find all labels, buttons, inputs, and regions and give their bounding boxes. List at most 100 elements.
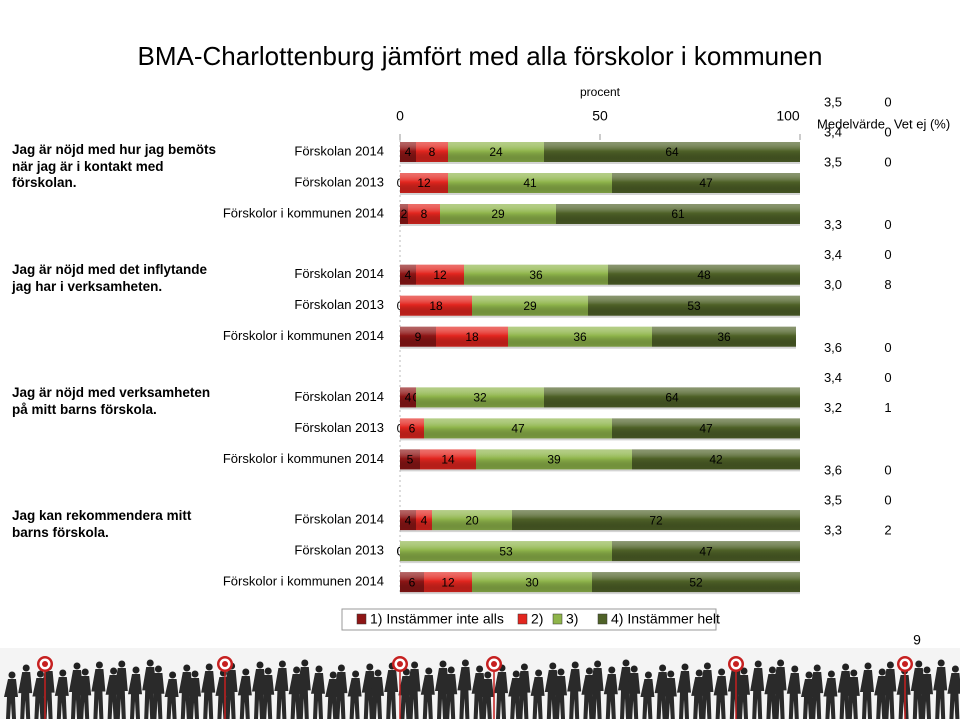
figure-body	[237, 676, 252, 719]
data-label: 24	[489, 145, 503, 159]
bar-segment-shine	[556, 204, 800, 224]
figure-body	[494, 672, 508, 719]
figure-head	[36, 670, 44, 678]
figure-head	[366, 663, 374, 671]
bar-segment-shine	[432, 510, 512, 531]
figure-head	[293, 666, 301, 674]
figure-head	[718, 668, 726, 676]
figure-body	[201, 671, 216, 719]
bar-segment-shine	[612, 418, 800, 439]
figure-head	[535, 669, 543, 677]
bar-segment-shine	[400, 418, 424, 439]
target	[902, 661, 908, 667]
mean-value: 3,5	[824, 94, 842, 109]
figure-head	[585, 667, 593, 675]
figure-head	[791, 665, 799, 673]
target	[491, 661, 497, 667]
figure-head	[557, 668, 565, 676]
figure-head	[644, 671, 652, 679]
target	[733, 661, 739, 667]
bar-segment-shine	[416, 510, 432, 531]
figure-head	[352, 670, 360, 678]
figure-body	[361, 671, 376, 719]
figure-body	[654, 672, 669, 719]
figure-head	[608, 666, 616, 674]
data-label: 20	[465, 513, 479, 527]
figure-body	[479, 679, 494, 719]
bar-segment-shine	[508, 326, 652, 347]
figure-body	[384, 670, 399, 719]
data-label: 8	[429, 145, 436, 159]
data-label: 32	[473, 391, 487, 405]
figure-body	[618, 667, 632, 719]
figure-body	[837, 671, 852, 719]
bar-segment-shine	[420, 449, 476, 470]
bar-segment-shine	[448, 173, 612, 193]
category-label: Förskolan 2013	[294, 297, 384, 312]
data-label: 30	[525, 575, 539, 589]
figure-head	[183, 664, 191, 672]
figure-body	[54, 677, 69, 719]
figure-body	[457, 667, 472, 719]
bar-segment-shine	[592, 572, 800, 593]
figure-body	[823, 678, 838, 719]
bar-segment-shine	[512, 510, 800, 531]
mean-value: 3,3	[824, 217, 842, 232]
figure-body	[347, 678, 362, 719]
bar-segment-shine	[612, 541, 800, 562]
figure-head	[73, 662, 81, 670]
footer-figures	[4, 656, 960, 719]
bar-segment-shine	[476, 449, 632, 470]
target	[42, 661, 48, 667]
bar-segment-shine	[472, 295, 588, 316]
legend-swatch	[356, 613, 367, 625]
figure-head	[132, 666, 140, 674]
category-label: Förskolan 2013	[294, 543, 384, 558]
figure-head	[337, 664, 345, 672]
bar-segment-shine	[400, 510, 416, 531]
figure-body	[69, 670, 83, 719]
bar-segment-shine	[400, 572, 424, 593]
unknown-value: 0	[884, 94, 891, 109]
figure-body	[223, 670, 238, 719]
legend-swatch	[517, 613, 528, 625]
figure-body	[860, 670, 874, 719]
figure-body	[553, 676, 567, 719]
legend-label: 1) Instämmer inte alls	[370, 611, 504, 627]
figure-body	[178, 672, 193, 719]
figure-body	[164, 679, 179, 719]
figure-body	[420, 675, 435, 719]
figure-head	[110, 667, 118, 675]
unknown-value: 2	[884, 523, 891, 538]
mean-value: 3,5	[824, 154, 842, 169]
figure-head	[439, 660, 447, 668]
figure-body	[274, 668, 289, 719]
figure-head	[476, 665, 484, 673]
target	[222, 661, 228, 667]
unknown-value: 0	[884, 217, 891, 232]
data-label: 12	[417, 176, 431, 190]
category-label: Förskolan 2013	[294, 174, 384, 189]
data-label: 36	[717, 330, 731, 344]
bar-segment-shine	[440, 204, 556, 224]
bar-segment-shine	[544, 142, 800, 162]
mean-value: 3,4	[824, 247, 842, 262]
mean-value: 3,6	[824, 340, 842, 355]
bar-segment-shine	[472, 572, 592, 593]
chart-title: BMA-Charlottenburg jämfört med alla förs…	[138, 41, 823, 71]
figure-head	[256, 661, 264, 669]
figure-head	[205, 663, 213, 671]
legend-box	[341, 608, 717, 631]
bar-segment-shine	[400, 387, 416, 408]
bar-segment-shine	[588, 295, 800, 316]
data-label: 42	[709, 453, 723, 467]
figure-body	[567, 669, 582, 719]
data-label: 12	[433, 268, 447, 282]
figure-body	[128, 674, 142, 719]
data-label: 6	[409, 422, 416, 436]
figure-head	[571, 661, 579, 669]
figure-head	[842, 663, 850, 671]
figure-head	[95, 661, 103, 669]
figure-head	[659, 664, 667, 672]
